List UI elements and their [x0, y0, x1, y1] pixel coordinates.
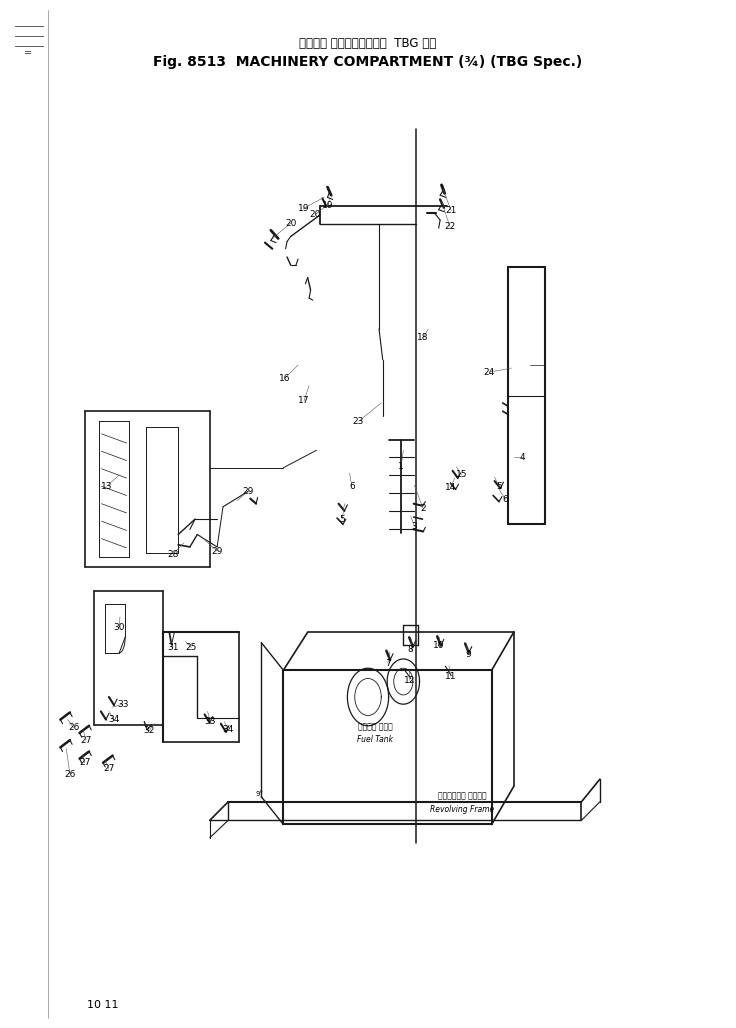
Text: 27: 27 [79, 759, 91, 767]
Text: 26: 26 [68, 724, 79, 732]
Text: フェエル タンク: フェエル タンク [358, 723, 393, 731]
Text: 7: 7 [385, 659, 391, 667]
Text: 27: 27 [80, 736, 92, 744]
Text: 14: 14 [445, 483, 456, 491]
Text: 5: 5 [496, 482, 502, 490]
Text: 18: 18 [417, 333, 429, 341]
Text: 6: 6 [349, 482, 355, 490]
Text: 2: 2 [420, 505, 426, 513]
Text: 16: 16 [279, 374, 291, 382]
Text: 19: 19 [297, 205, 309, 213]
Text: 20: 20 [285, 219, 297, 227]
Text: Revolving Frame: Revolving Frame [430, 805, 495, 813]
Text: 24: 24 [484, 368, 495, 376]
Text: 27: 27 [103, 765, 115, 773]
Text: Fuel Tank: Fuel Tank [358, 735, 393, 743]
Text: マシナリ コンパートメント  TBG 仕様: マシナリ コンパートメント TBG 仕様 [300, 37, 436, 49]
Text: 30: 30 [113, 623, 125, 631]
Text: 28: 28 [167, 550, 179, 558]
Text: 29: 29 [242, 487, 254, 495]
Text: 34: 34 [222, 726, 234, 734]
Text: 10: 10 [433, 641, 445, 650]
Text: 13: 13 [101, 482, 113, 490]
Text: 20: 20 [309, 211, 321, 219]
Text: 15: 15 [456, 471, 467, 479]
Text: 9°: 9° [256, 791, 263, 797]
Text: 23: 23 [353, 417, 364, 426]
Text: 19: 19 [322, 201, 333, 210]
Text: 21: 21 [445, 207, 457, 215]
Text: 3: 3 [411, 522, 417, 530]
Text: 32: 32 [143, 727, 155, 735]
Text: 33: 33 [205, 718, 216, 726]
Text: 26: 26 [64, 770, 76, 778]
Text: 22: 22 [444, 222, 456, 230]
Text: 11: 11 [445, 672, 456, 681]
Text: 31: 31 [167, 644, 179, 652]
Text: 4: 4 [520, 453, 526, 462]
Text: 5: 5 [339, 515, 345, 523]
Text: 34: 34 [108, 715, 120, 724]
Text: Fig. 8513  MACHINERY COMPARTMENT (¾) (TBG Spec.): Fig. 8513 MACHINERY COMPARTMENT (¾) (TBG… [153, 54, 583, 69]
Text: 25: 25 [185, 644, 197, 652]
Text: 6: 6 [503, 495, 509, 504]
Text: 8: 8 [408, 646, 414, 654]
Text: 10 11: 10 11 [88, 1000, 118, 1011]
Text: レボルビング フレーム: レボルビング フレーム [438, 792, 486, 800]
Text: 29: 29 [211, 547, 223, 555]
Text: =: = [24, 48, 32, 59]
Text: 12: 12 [404, 676, 416, 685]
Text: 17: 17 [298, 397, 310, 405]
Text: 9: 9 [465, 651, 471, 659]
Text: 33: 33 [117, 700, 129, 708]
Text: 1: 1 [398, 463, 404, 471]
